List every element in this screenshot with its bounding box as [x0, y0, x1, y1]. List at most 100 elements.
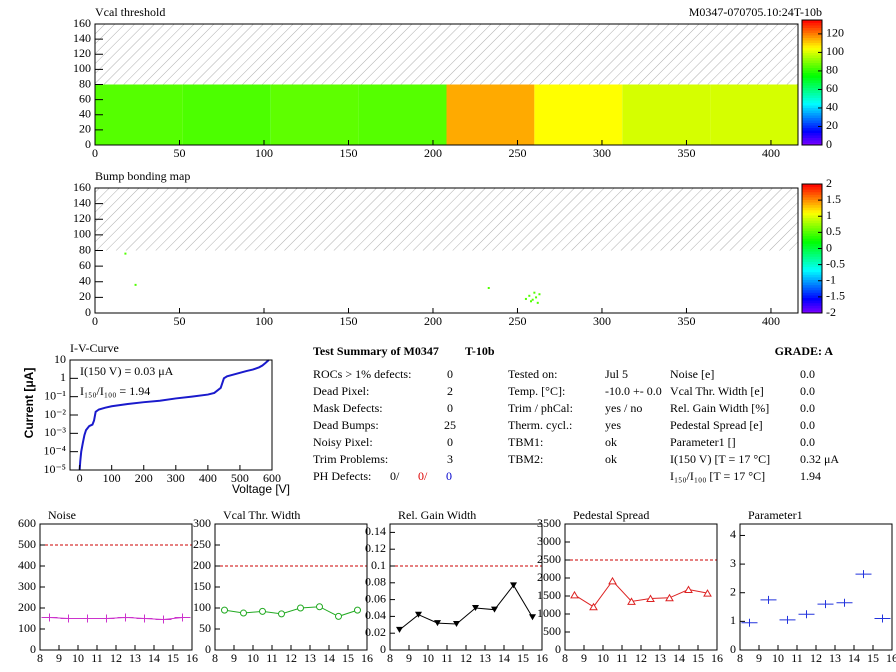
colorbar-step [802, 184, 822, 188]
colorbar-step [802, 233, 822, 237]
colorbar-step [802, 127, 822, 131]
colorbar-step [802, 217, 822, 221]
colorbar-tick-label: -1 [826, 273, 836, 287]
ph-defects-label: PH Defects: [313, 469, 371, 483]
marker [855, 570, 872, 579]
colorbar-tick-label: 0.5 [826, 224, 841, 238]
heatmap-cell [446, 84, 535, 145]
x-tick-label: 11 [791, 651, 803, 665]
summary-value: 0.0 [800, 418, 815, 432]
summary-value: yes [605, 418, 621, 432]
no-data-region [95, 188, 798, 251]
colorbar-step [802, 289, 822, 293]
colorbar-step [802, 82, 822, 86]
summary-value: 25 [444, 418, 456, 432]
colorbar-step [802, 80, 822, 83]
x-tick-label: 9 [756, 651, 762, 665]
colorbar-step [802, 112, 822, 116]
summary-value: 0.32 μA [800, 452, 839, 466]
colorbar-step [802, 305, 822, 309]
y-tick-label: 250 [193, 537, 211, 551]
y-tick-label: 300 [193, 516, 211, 530]
summary-value: yes / no [605, 401, 642, 415]
colorbar-step [802, 194, 822, 198]
bump-point [538, 293, 541, 296]
bump-point [487, 287, 490, 289]
y-tick-label: 0.12 [365, 541, 386, 555]
colorbar-step [802, 97, 822, 101]
x-tick-label: 11 [91, 651, 103, 665]
y-tick-label: 2500 [537, 552, 561, 566]
x-tick-label: 0 [77, 471, 83, 485]
marker [817, 600, 834, 609]
colorbar-step [802, 137, 822, 141]
colorbar-step [802, 235, 822, 239]
marker [434, 620, 441, 627]
heatmap-cell [534, 84, 623, 145]
colorbar-frame [801, 19, 823, 146]
colorbar-step [802, 248, 822, 252]
data-line [399, 584, 533, 631]
y-tick-label: 10 [54, 352, 66, 366]
colorbar-step [802, 269, 822, 273]
colorbar-step [802, 110, 822, 113]
y-tick-label: 1000 [537, 606, 561, 620]
annotation: I(150 V) = 0.03 μA [80, 364, 174, 378]
chart-subtitle: M0347-070705.10:24T-10b [689, 5, 822, 19]
colorbar-step [802, 30, 822, 33]
heatmap-cell [622, 84, 711, 145]
x-tick-label: 250 [508, 314, 526, 328]
colorbar-step [802, 100, 822, 103]
x-tick-label: 200 [424, 146, 442, 160]
x-tick-label: 12 [285, 651, 297, 665]
marker [779, 615, 796, 624]
summary-value: 0 [447, 401, 453, 415]
colorbar-step [802, 115, 822, 118]
summary-label: Mask Defects: [313, 401, 383, 415]
x-tick-label: 350 [677, 146, 695, 160]
y-tick-label: 10⁻¹ [44, 388, 66, 402]
grade: GRADE: A [775, 344, 834, 358]
x-tick-label: 8 [212, 651, 218, 665]
marker [79, 614, 96, 623]
colorbar-step [802, 120, 822, 123]
x-tick-label: 13 [479, 651, 491, 665]
summary-label: Dead Pixel: [313, 384, 369, 398]
colorbar-step [802, 207, 822, 211]
bump-point [524, 297, 527, 300]
x-tick-label: 10 [597, 651, 609, 665]
marker [570, 590, 579, 599]
x-tick-label: 16 [536, 651, 548, 665]
y-tick-label: 1500 [537, 588, 561, 602]
colorbar-tick-label: 1.5 [826, 192, 841, 206]
x-tick-label: 13 [304, 651, 316, 665]
colorbar-step [802, 25, 822, 28]
colorbar-step [802, 52, 822, 56]
x-tick-label: 300 [593, 314, 611, 328]
heatmap-cell [358, 84, 447, 145]
x-tick-label: 300 [593, 146, 611, 160]
marker [453, 620, 460, 627]
y-tick-label: 300 [18, 579, 36, 593]
x-tick-label: 150 [339, 314, 357, 328]
marker [874, 614, 891, 623]
summary-value: 3 [447, 452, 453, 466]
x-tick-label: 11 [266, 651, 278, 665]
y-tick-label: 10⁻² [44, 407, 66, 421]
colorbar-step [802, 279, 822, 283]
x-tick-label: 50 [173, 314, 185, 328]
colorbar-step [802, 50, 822, 53]
colorbar-step [802, 105, 822, 108]
marker [491, 606, 498, 613]
x-tick-label: 8 [562, 651, 568, 665]
marker [278, 610, 285, 618]
summary-label: Noisy Pixel: [313, 435, 373, 449]
y-tick-label: 0 [380, 642, 386, 656]
colorbar-step [802, 199, 822, 203]
y-tick-label: 3500 [537, 516, 561, 530]
y-tick-label: 20 [79, 122, 91, 136]
colorbar-step [802, 300, 822, 304]
y-tick-label: 10⁻³ [44, 425, 66, 439]
summary-value: -10.0 +- 0.0 [605, 384, 662, 398]
y-tick-label: 4 [730, 527, 736, 541]
